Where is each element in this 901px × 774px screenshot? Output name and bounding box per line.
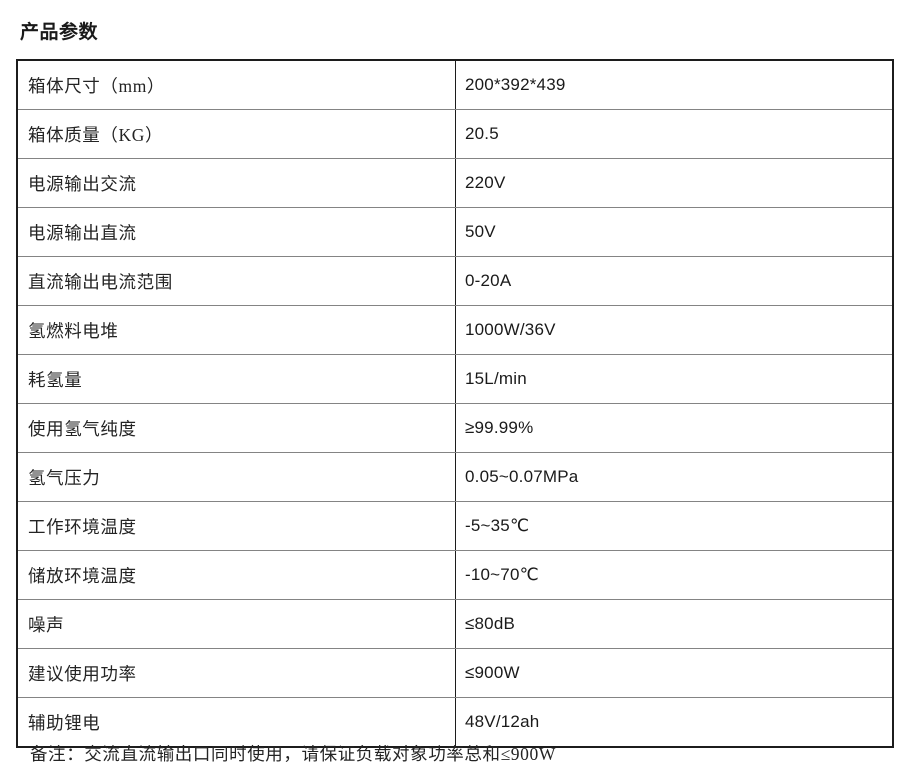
spec-label: 电源输出交流 — [28, 173, 137, 194]
spec-value-cell: 220V — [455, 158, 894, 208]
spec-value-cell: 200*392*439 — [455, 59, 894, 110]
spec-label: 使用氢气纯度 — [28, 418, 137, 439]
spec-value: 200*392*439 — [465, 75, 566, 94]
spec-label-cell: 建议使用功率 — [16, 648, 456, 698]
table-row: 工作环境温度 -5~35℃ — [16, 501, 894, 551]
page-title: 产品参数 — [20, 22, 99, 43]
spec-value-cell: ≤900W — [455, 648, 894, 698]
spec-value-cell: ≥99.99% — [455, 403, 894, 453]
spec-value-cell: ≤80dB — [455, 599, 894, 649]
spec-value-cell: 0-20A — [455, 256, 894, 306]
spec-label-cell: 储放环境温度 — [16, 550, 456, 600]
spec-label-cell: 辅助锂电 — [16, 697, 456, 748]
table-footnote: 备注：交流直流输出口同时使用，请保证负载对象功率总和≤900W — [30, 744, 556, 764]
spec-value: ≤900W — [465, 663, 520, 682]
spec-value-cell: 1000W/36V — [455, 305, 894, 355]
spec-label: 噪声 — [28, 614, 65, 635]
spec-value-cell: 15L/min — [455, 354, 894, 404]
spec-value: -10~70℃ — [465, 565, 539, 584]
spec-label-cell: 箱体质量（KG） — [16, 109, 456, 159]
spec-label-cell: 工作环境温度 — [16, 501, 456, 551]
table-row: 箱体尺寸（mm） 200*392*439 — [16, 59, 894, 110]
table-row: 噪声 ≤80dB — [16, 599, 894, 649]
spec-label: 箱体质量（KG） — [28, 124, 164, 145]
table-row: 箱体质量（KG） 20.5 — [16, 109, 894, 159]
table-row: 电源输出交流 220V — [16, 158, 894, 208]
spec-value: 48V/12ah — [465, 712, 540, 731]
spec-value: 0-20A — [465, 271, 512, 290]
spec-label: 氢燃料电堆 — [28, 320, 119, 341]
spec-value: 20.5 — [465, 124, 499, 143]
spec-label: 电源输出直流 — [28, 222, 137, 243]
spec-label-cell: 耗氢量 — [16, 354, 456, 404]
spec-label: 建议使用功率 — [28, 663, 137, 684]
spec-label-cell: 直流输出电流范围 — [16, 256, 456, 306]
spec-value: ≤80dB — [465, 614, 516, 633]
spec-label-cell: 箱体尺寸（mm） — [16, 59, 456, 110]
spec-value-cell: -10~70℃ — [455, 550, 894, 600]
spec-label-cell: 氢燃料电堆 — [16, 305, 456, 355]
table-row: 储放环境温度 -10~70℃ — [16, 550, 894, 600]
spec-value-cell: -5~35℃ — [455, 501, 894, 551]
spec-value-cell: 48V/12ah — [455, 697, 894, 748]
spec-value: 220V — [465, 173, 506, 192]
table-row: 耗氢量 15L/min — [16, 354, 894, 404]
spec-value: 50V — [465, 222, 496, 241]
spec-label: 储放环境温度 — [28, 565, 137, 586]
spec-label: 直流输出电流范围 — [28, 271, 173, 292]
spec-label-cell: 噪声 — [16, 599, 456, 649]
table-row: 使用氢气纯度 ≥99.99% — [16, 403, 894, 453]
spec-value: 15L/min — [465, 369, 527, 388]
spec-value: 1000W/36V — [465, 320, 556, 339]
spec-label-cell: 使用氢气纯度 — [16, 403, 456, 453]
spec-value-cell: 20.5 — [455, 109, 894, 159]
table-row: 氢燃料电堆 1000W/36V — [16, 305, 894, 355]
product-spec-table: 箱体尺寸（mm） 200*392*439 箱体质量（KG） 20.5 电源输出交… — [16, 59, 894, 748]
table-row: 电源输出直流 50V — [16, 207, 894, 257]
spec-label-cell: 电源输出交流 — [16, 158, 456, 208]
spec-label: 辅助锂电 — [28, 712, 101, 733]
table-row: 辅助锂电 48V/12ah — [16, 697, 894, 748]
table-row: 直流输出电流范围 0-20A — [16, 256, 894, 306]
spec-value-cell: 0.05~0.07MPa — [455, 452, 894, 502]
spec-value: -5~35℃ — [465, 516, 530, 535]
spec-label-cell: 氢气压力 — [16, 452, 456, 502]
spec-value-cell: 50V — [455, 207, 894, 257]
spec-table-body: 箱体尺寸（mm） 200*392*439 箱体质量（KG） 20.5 电源输出交… — [16, 59, 894, 748]
table-row: 氢气压力 0.05~0.07MPa — [16, 452, 894, 502]
spec-label: 耗氢量 — [28, 369, 83, 390]
table-row: 建议使用功率 ≤900W — [16, 648, 894, 698]
spec-label: 箱体尺寸（mm） — [28, 75, 166, 96]
spec-value: 0.05~0.07MPa — [465, 467, 579, 486]
spec-label: 工作环境温度 — [28, 516, 137, 537]
spec-label: 氢气压力 — [28, 467, 101, 488]
spec-value: ≥99.99% — [465, 418, 534, 437]
spec-label-cell: 电源输出直流 — [16, 207, 456, 257]
